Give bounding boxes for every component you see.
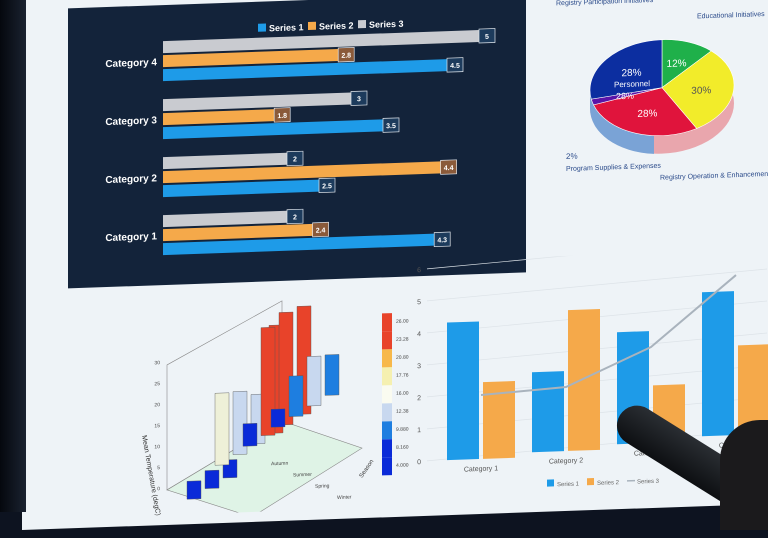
y-tick: 0 — [417, 459, 421, 466]
horizontal-bar-chart: Series 1 Series 2 Series 3 Category 1 2 2.4 4.… — [68, 0, 526, 288]
legend-label: Series 2 — [319, 20, 354, 31]
slice-label: Personnel — [614, 79, 650, 89]
season-label: Autumn — [271, 461, 288, 468]
legend-label: Series 1 — [269, 22, 304, 33]
3d-bar — [307, 356, 321, 406]
3d-bar — [205, 470, 219, 488]
legend-label: Series 1 — [557, 482, 580, 489]
colorbar-segment — [382, 331, 392, 349]
pie-chart-svg: 12%30%28%28%Registry Participation Initi… — [552, 0, 768, 211]
slice-label: Registry Participation Initiatives — [556, 0, 654, 7]
y-tick: 10 — [154, 444, 160, 450]
3d-bar — [215, 393, 229, 465]
column-series-1 — [702, 291, 734, 436]
y-tick: 4 — [417, 331, 421, 338]
bar-series-3 — [163, 92, 355, 111]
slice-label: Educational Initiatives — [697, 11, 765, 20]
season-label: Summer — [293, 472, 312, 479]
slice-percent: 30% — [691, 85, 711, 97]
3d-bar — [325, 354, 339, 395]
y-tick: 5 — [157, 465, 160, 471]
category-label: Category 2 — [549, 457, 583, 465]
colorbar-segment — [382, 457, 392, 475]
category-label: Category 1 — [105, 231, 157, 244]
data-label: 4.5 — [450, 63, 460, 70]
legend-label: Series 3 — [637, 479, 660, 486]
colorbar-segment — [382, 367, 392, 385]
y-tick: 15 — [154, 423, 160, 429]
3d-bar — [243, 423, 257, 446]
data-label: 1.8 — [277, 113, 287, 120]
y-tick: 1 — [417, 427, 421, 434]
category-label: Category 3 — [105, 115, 157, 128]
column-series-1 — [447, 321, 479, 460]
colorbar-segment — [382, 313, 392, 331]
legend-label: Series 3 — [369, 19, 404, 30]
colorbar-segment — [382, 349, 392, 367]
colorbar-segment — [382, 439, 392, 457]
legend-swatch — [308, 22, 316, 30]
y-tick: 2 — [417, 395, 421, 402]
bar-series-2 — [163, 224, 317, 241]
line-series-3 — [481, 275, 736, 395]
y-tick: 3 — [417, 363, 421, 370]
y-tick: 25 — [154, 381, 160, 387]
slice-percent: 28% — [616, 91, 634, 102]
slice-percent: 28% — [637, 108, 657, 120]
data-label: 4.4 — [444, 165, 454, 172]
colorbar-segment — [382, 403, 392, 421]
horizontal-bar-chart-svg: Series 1 Series 2 Series 3 Category 1 2 2.4 4.… — [68, 0, 526, 288]
slice-label: Program Supplies & Expenses — [566, 163, 661, 173]
y-tick: 6 — [417, 267, 421, 274]
3d-bar — [187, 481, 201, 499]
column-series-2 — [568, 309, 600, 451]
colorbar-segment — [382, 385, 392, 403]
legend-swatch — [258, 23, 266, 31]
legend-swatch — [587, 478, 594, 485]
slice-percent: 12% — [667, 58, 687, 70]
legend-swatch — [358, 20, 366, 28]
data-label: 3 — [357, 96, 361, 103]
data-label: 3.5 — [386, 123, 396, 130]
category-label: Category 1 — [464, 465, 498, 473]
y-tick: 30 — [154, 360, 160, 366]
data-label: 2.5 — [322, 183, 332, 190]
data-label: 4.3 — [437, 237, 447, 244]
column-series-1 — [532, 371, 564, 452]
bar-series-3 — [163, 153, 291, 169]
pie-chart: 12%30%28%28%Registry Participation Initi… — [552, 0, 768, 211]
y-tick: 20 — [154, 402, 160, 408]
bar-series-3 — [163, 211, 291, 227]
y-tick: 5 — [417, 299, 421, 306]
hand — [720, 420, 768, 530]
data-label: 5 — [485, 34, 489, 41]
z-axis-label: Season — [359, 459, 376, 479]
category-label: Category 2 — [105, 173, 157, 186]
legend-label: Series 2 — [597, 480, 620, 487]
bar-series-2 — [163, 109, 278, 125]
season-label: Spring — [315, 483, 330, 490]
data-label: 2.8 — [341, 53, 351, 60]
slice-percent: 28% — [621, 68, 641, 80]
data-label: 2 — [293, 156, 297, 163]
season-label: Winter — [337, 494, 352, 501]
data-label: 2.4 — [316, 227, 326, 234]
colorbar-segment — [382, 421, 392, 439]
slice-percent: 2% — [566, 152, 578, 161]
slice-label: Registry Operation & Enhancements — [660, 171, 768, 182]
monitor-bezel — [0, 0, 26, 512]
data-label: 2 — [293, 214, 297, 221]
3d-bar — [289, 376, 303, 417]
legend-swatch — [547, 479, 554, 486]
3d-bar — [271, 409, 285, 427]
category-label: Category 4 — [105, 57, 157, 70]
